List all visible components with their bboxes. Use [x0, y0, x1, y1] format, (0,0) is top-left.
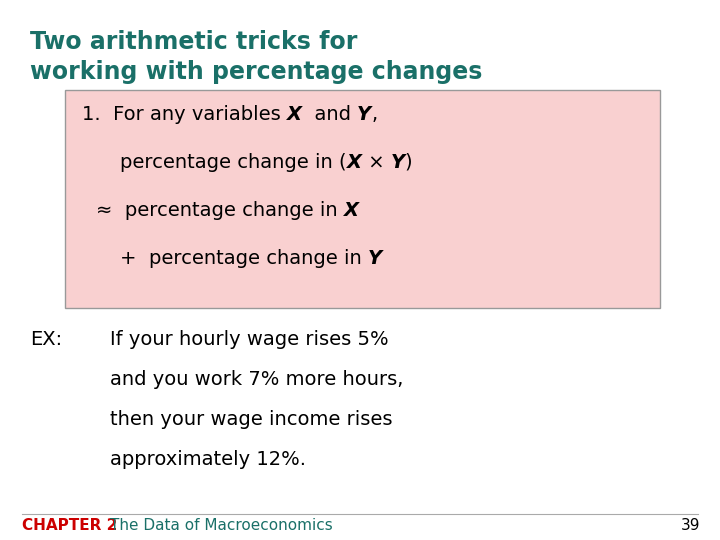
Text: percentage change in (: percentage change in (: [120, 153, 346, 172]
Text: X: X: [287, 105, 302, 124]
Text: EX:: EX:: [30, 330, 62, 349]
Text: and you work 7% more hours,: and you work 7% more hours,: [110, 370, 403, 389]
Text: ≈  percentage change in: ≈ percentage change in: [96, 201, 344, 220]
Text: X: X: [346, 153, 361, 172]
FancyBboxPatch shape: [65, 90, 660, 308]
Text: Y: Y: [390, 153, 405, 172]
Text: then your wage income rises: then your wage income rises: [110, 410, 392, 429]
Text: Two arithmetic tricks for: Two arithmetic tricks for: [30, 30, 357, 54]
Text: ): ): [405, 153, 412, 172]
Text: 1.  For any variables: 1. For any variables: [82, 105, 287, 124]
Text: Y: Y: [368, 249, 382, 268]
Text: Y: Y: [357, 105, 372, 124]
Text: +  percentage change in: + percentage change in: [120, 249, 368, 268]
Text: X: X: [344, 201, 359, 220]
Text: If your hourly wage rises 5%: If your hourly wage rises 5%: [110, 330, 389, 349]
Text: CHAPTER 2: CHAPTER 2: [22, 518, 117, 533]
Text: 39: 39: [680, 518, 700, 533]
Text: ,: ,: [372, 105, 377, 124]
Text: and: and: [302, 105, 357, 124]
Text: working with percentage changes: working with percentage changes: [30, 60, 482, 84]
Text: approximately 12%.: approximately 12%.: [110, 450, 306, 469]
Text: ×: ×: [361, 153, 390, 172]
Text: The Data of Macroeconomics: The Data of Macroeconomics: [110, 518, 333, 533]
